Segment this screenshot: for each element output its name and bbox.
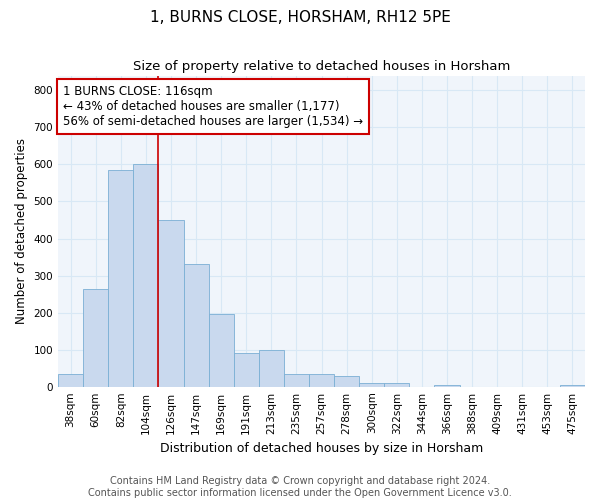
Bar <box>384 383 409 386</box>
Y-axis label: Number of detached properties: Number of detached properties <box>15 138 28 324</box>
Bar <box>560 385 585 386</box>
Bar <box>83 288 108 386</box>
Text: 1, BURNS CLOSE, HORSHAM, RH12 5PE: 1, BURNS CLOSE, HORSHAM, RH12 5PE <box>149 10 451 25</box>
Text: Contains HM Land Registry data © Crown copyright and database right 2024.
Contai: Contains HM Land Registry data © Crown c… <box>88 476 512 498</box>
Bar <box>334 376 359 386</box>
Bar <box>209 314 233 386</box>
X-axis label: Distribution of detached houses by size in Horsham: Distribution of detached houses by size … <box>160 442 483 455</box>
Bar <box>133 164 158 386</box>
Bar <box>108 170 133 386</box>
Bar <box>309 374 334 386</box>
Bar <box>359 383 384 386</box>
Bar <box>184 264 209 386</box>
Text: 1 BURNS CLOSE: 116sqm
← 43% of detached houses are smaller (1,177)
56% of semi-d: 1 BURNS CLOSE: 116sqm ← 43% of detached … <box>64 85 364 128</box>
Bar <box>58 374 83 386</box>
Bar <box>233 354 259 386</box>
Bar <box>434 385 460 386</box>
Bar <box>158 220 184 386</box>
Bar <box>259 350 284 387</box>
Title: Size of property relative to detached houses in Horsham: Size of property relative to detached ho… <box>133 60 510 73</box>
Bar <box>284 374 309 386</box>
